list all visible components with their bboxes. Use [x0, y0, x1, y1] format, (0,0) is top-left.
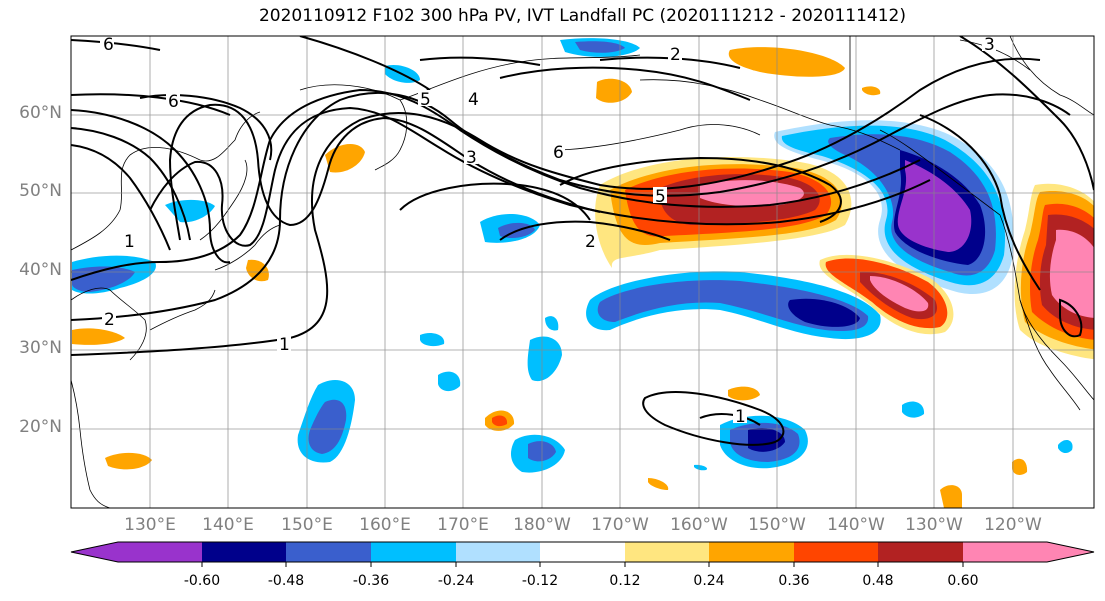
contour-label: 2 [585, 232, 596, 252]
colorbar-segment [456, 542, 540, 562]
colorbar-segment [625, 542, 709, 562]
colorbar-segment [371, 542, 456, 562]
contour-label: 1 [124, 232, 135, 252]
colorbar-tick-label: 0.24 [693, 573, 725, 589]
colorbar-segment [794, 542, 878, 562]
contour-label: 1 [279, 335, 290, 355]
lat-label: 50°N [19, 181, 62, 201]
lon-label: 180°W [513, 515, 571, 535]
colorbar-tick-label: 0.12 [609, 573, 641, 589]
colorbar-segment [71, 542, 202, 562]
pv-contours [71, 36, 1094, 446]
lon-label: 160°W [670, 515, 728, 535]
lat-label: 30°N [19, 338, 62, 358]
contour-label: 5 [420, 90, 431, 110]
colorbar-segment [963, 542, 1094, 562]
colorbar-tick-label: -0.48 [267, 573, 305, 589]
lon-label: 130°W [905, 515, 963, 535]
colorbar-segment [286, 542, 371, 562]
colorbar-tick-label: 0.36 [778, 573, 810, 589]
lon-label: 150°W [748, 515, 806, 535]
lat-label: 40°N [19, 260, 62, 280]
contour-label: 4 [468, 90, 479, 110]
colorbar-tick-label: -0.24 [437, 573, 475, 589]
colorbar-tick-label: -0.60 [183, 573, 221, 589]
lon-label: 140°W [827, 515, 885, 535]
colorbar-segment [540, 542, 625, 562]
contour-label: 1 [735, 407, 746, 427]
colorbar-tick-label: 0.60 [947, 573, 979, 589]
contour-label: 6 [103, 35, 114, 55]
graticule [71, 36, 1094, 508]
contour-label: 6 [168, 92, 179, 112]
colorbar-tick-label: -0.36 [352, 573, 390, 589]
contour-label: 3 [984, 35, 995, 55]
contour-label-group: 6 6 2 3 4 5 3 6 5 2 2 1 1 1 [100, 35, 996, 427]
lon-label: 150°E [281, 515, 333, 535]
colorbar-outline [70, 541, 1095, 563]
lat-label: 60°N [19, 103, 62, 123]
lat-label: 20°N [19, 417, 62, 437]
map-title: 2020110912 F102 300 hPa PV, IVT Landfall… [258, 6, 906, 26]
contour-label: 6 [553, 143, 564, 163]
lon-label: 140°E [202, 515, 254, 535]
contour-label: 5 [655, 187, 666, 207]
colorbar-segment [709, 542, 794, 562]
contour-label: 2 [104, 310, 115, 330]
colorbar-tick-label: -0.12 [521, 573, 559, 589]
anomaly-fill [72, 38, 1094, 508]
contour-label: 2 [670, 45, 681, 65]
lon-label: 130°E [124, 515, 176, 535]
colorbar-segment [878, 542, 963, 562]
colorbar-segment [202, 542, 286, 562]
map-frame [70, 35, 1095, 509]
lon-label: 120°W [984, 515, 1042, 535]
lon-label: 170°W [591, 515, 649, 535]
coastlines [71, 36, 1094, 508]
colorbar-tick-label: 0.48 [862, 573, 894, 589]
lon-label: 170°E [437, 515, 489, 535]
lon-label: 160°E [359, 515, 411, 535]
contour-label: 3 [466, 148, 477, 168]
